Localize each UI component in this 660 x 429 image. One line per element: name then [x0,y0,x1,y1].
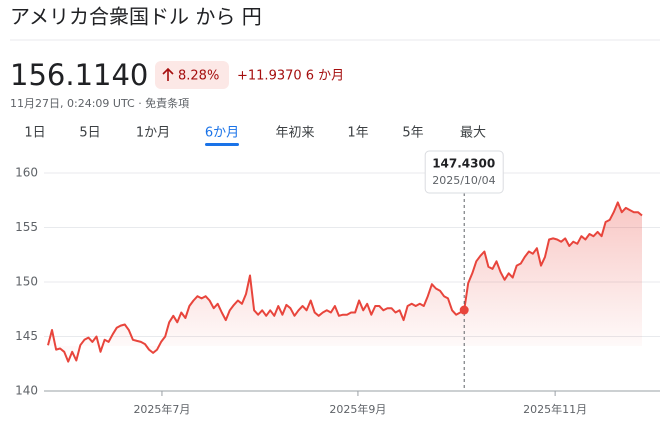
area [48,202,642,362]
y-tick-label: 145 [15,329,38,343]
tab[interactable]: 1年 [347,126,368,141]
tab[interactable]: 最大 [460,126,486,141]
tab[interactable]: 6か月 [205,126,239,141]
tab-underline [205,143,239,146]
y-tick-label: 160 [15,166,38,180]
tab[interactable]: 1か月 [136,126,170,141]
x-tick-label: 2025年9月 [329,402,386,416]
tabs: 1日 5日 1か月 6か月 年初来 1年 5年 最大 [24,126,486,146]
tooltip-box [424,150,504,194]
change-badge [155,61,229,89]
tab[interactable]: 年初来 [275,126,314,141]
change: +11.9370 6 か月 [237,69,344,84]
up-arrow [162,67,174,81]
y-tick-label: 140 [15,384,38,398]
price: 156.1140 [10,58,148,92]
change-percent: 8.28% [178,69,219,84]
x-tick-label: 2025年7月 [133,402,190,416]
y-tick-label: 155 [15,220,38,234]
y-tick-label: 150 [15,275,38,289]
plot: 140 145 150 155 160 2025年7月 2025年9月 2025年11月 147… [15,150,660,416]
line [47,201,643,363]
x-tick-label: 2025年11月 [523,402,587,416]
tooltip-date: 2025/10/04 [432,174,495,187]
tab[interactable]: 1日 [24,126,45,141]
tab[interactable]: 5年 [402,126,423,141]
title: アメリカ合衆国ドル から 円 [10,5,262,29]
highlight-point [459,305,469,315]
tooltip-value: 147.4300 [432,157,495,171]
timestamp: 11月27日, 0:24:09 UTC · 免責条項 [10,96,189,110]
tab[interactable]: 5日 [79,126,100,141]
